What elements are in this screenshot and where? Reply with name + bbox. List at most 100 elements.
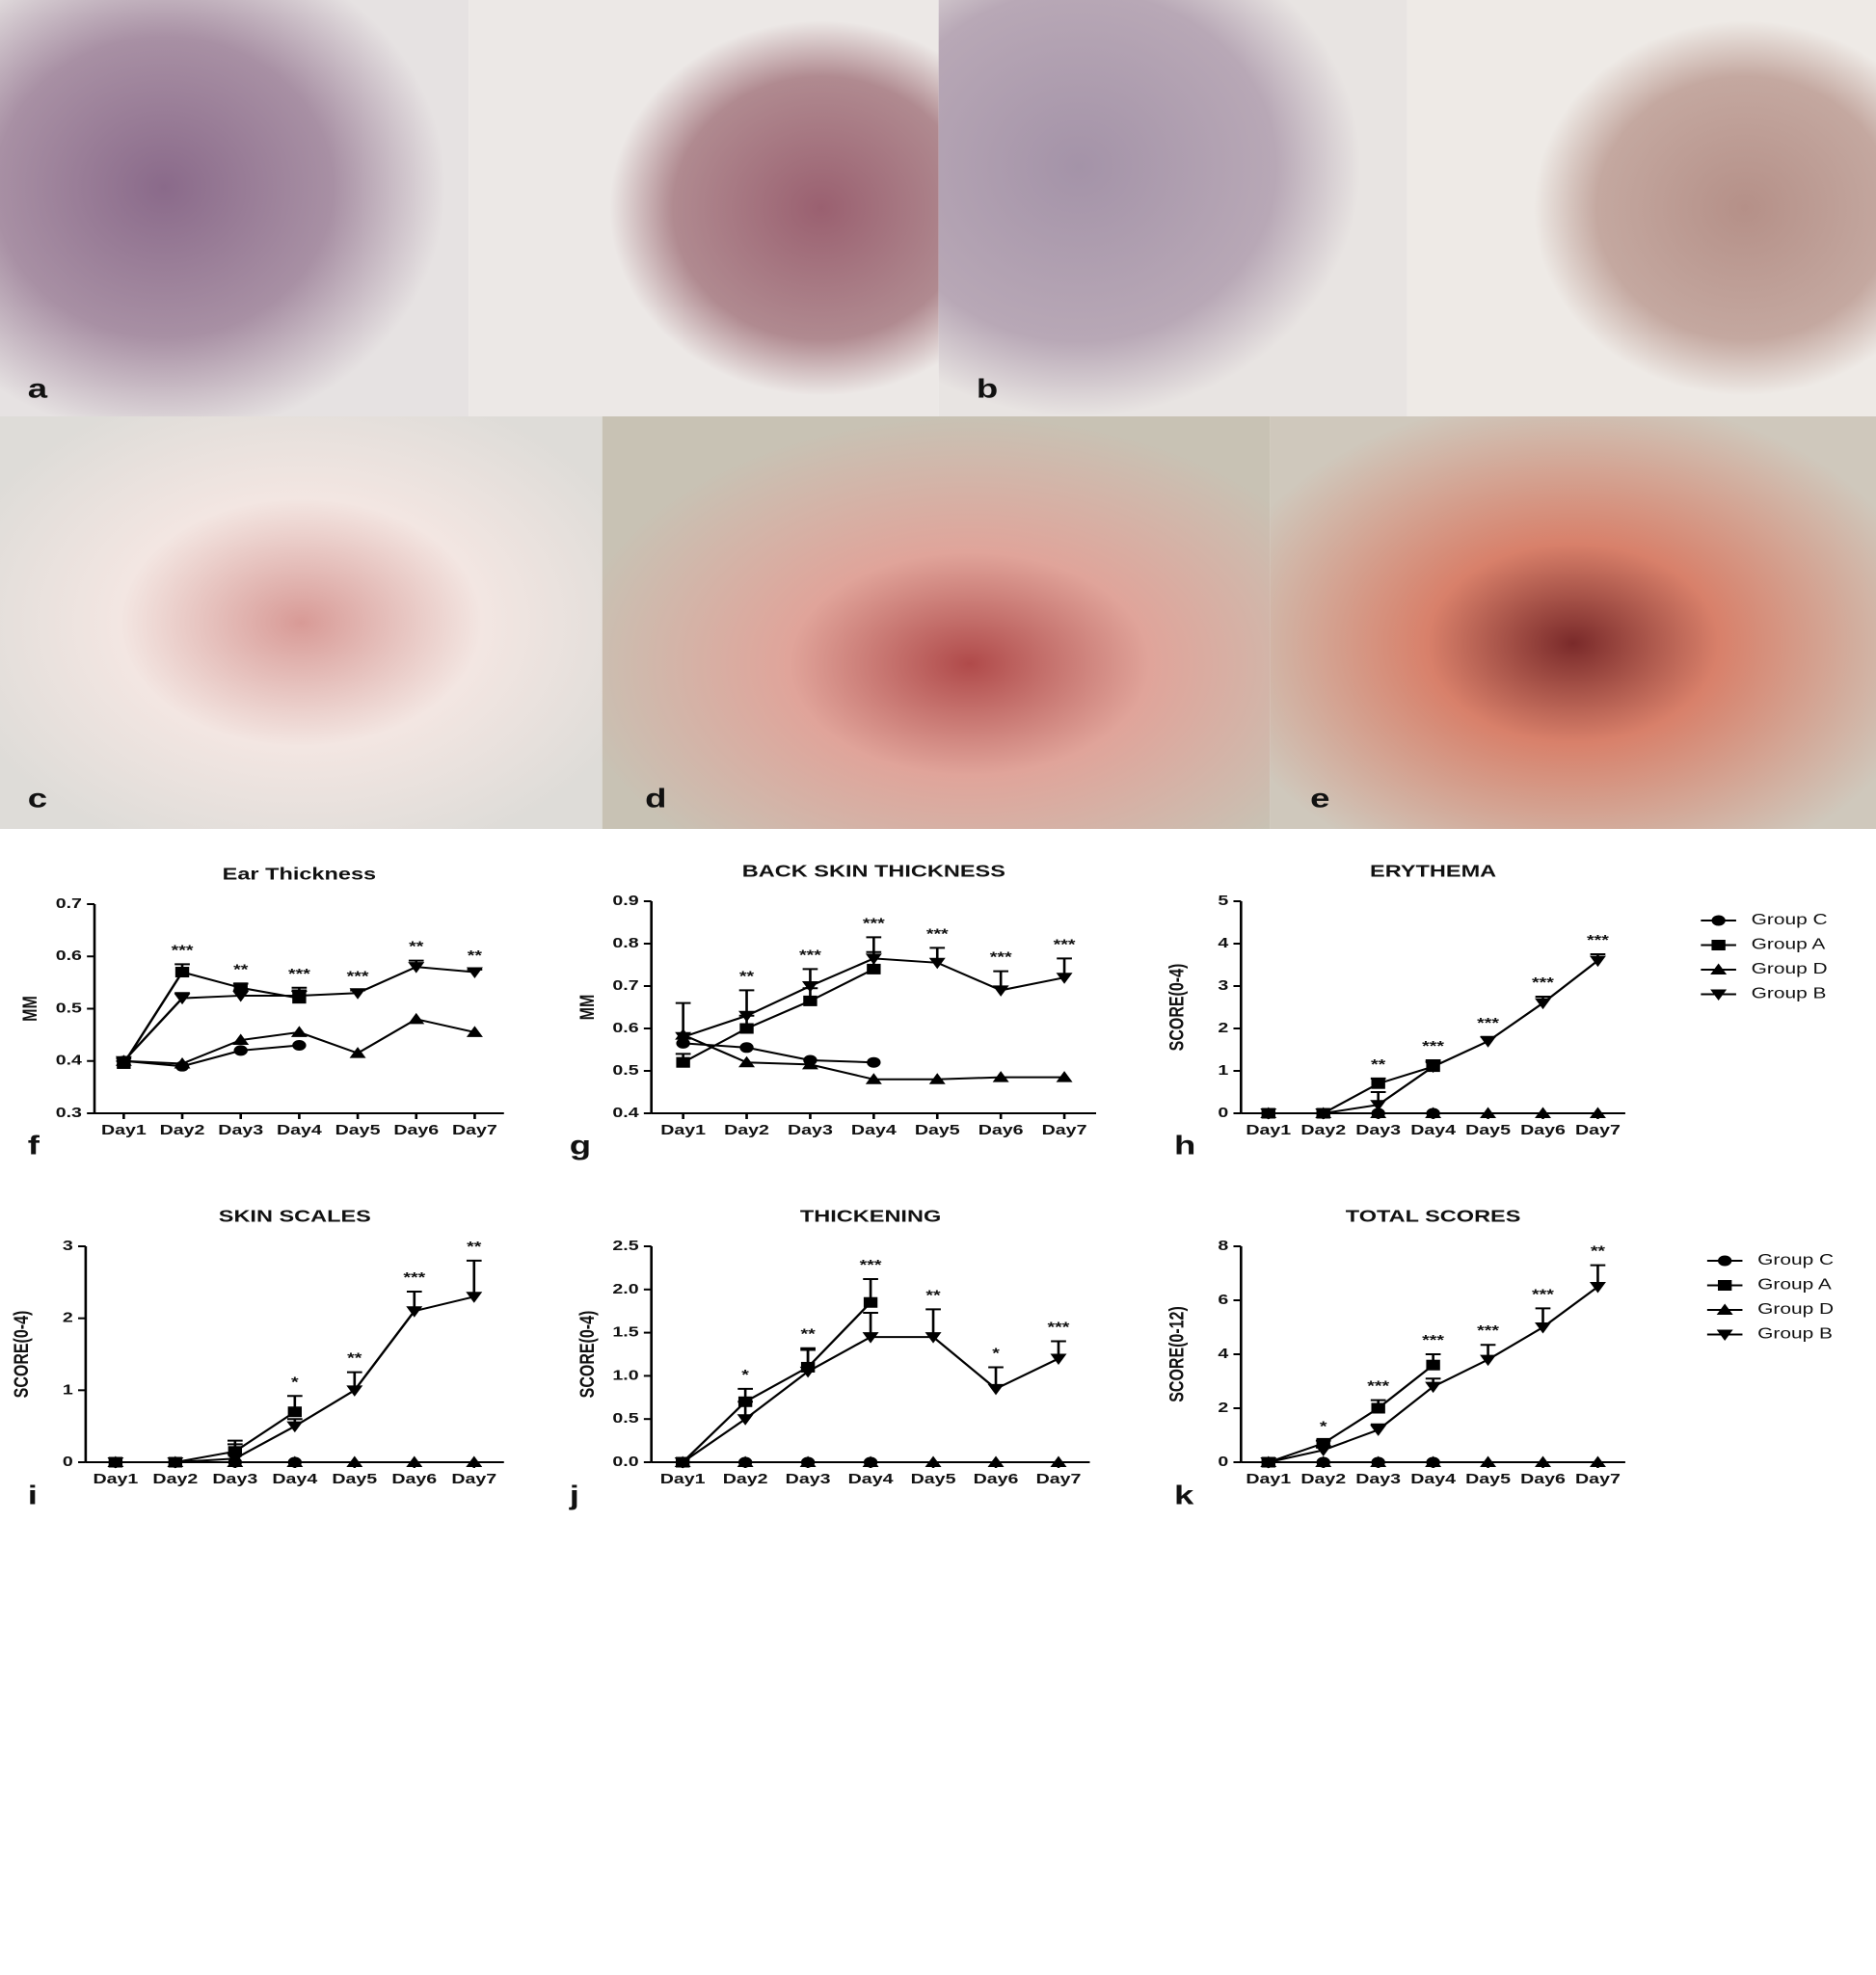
marker [738,1010,756,1023]
photo-label: b [977,373,998,403]
marker [1056,973,1073,984]
y-axis-label: SCORE(0-12) [1165,1306,1188,1402]
y-tick-label: 0.5 [56,1000,83,1016]
marker [1716,1329,1733,1341]
y-tick-label: 0.5 [612,1061,639,1078]
x-tick-label: Day4 [277,1121,322,1137]
y-tick-label: 0.4 [612,1104,639,1120]
marker [1425,1455,1442,1467]
significance: *** [1477,1014,1499,1030]
photo-d [602,416,1271,829]
legend-label: Group C [1752,911,1828,928]
significance: *** [1048,1319,1070,1335]
significance: *** [288,965,310,981]
x-tick-label: Day4 [272,1470,317,1486]
significance: ** [468,947,482,963]
panel-label: h [1174,1130,1195,1160]
x-tick-label: Day4 [848,1470,894,1486]
marker [349,1047,366,1058]
legend-label: Group D [1752,960,1828,977]
y-tick-label: 0.6 [612,1019,639,1035]
marker [867,963,881,974]
y-tick-label: 2 [63,1309,73,1325]
marker [928,1073,946,1084]
chart-title: Ear Thickness [223,865,376,884]
marker [466,967,483,979]
marker [928,957,946,970]
photo-label: d [645,783,666,813]
y-tick-label: 0 [1218,1453,1228,1469]
series-line [1268,1286,1599,1463]
significance: ** [467,1238,481,1254]
series-line [682,968,875,1064]
photo-a-left [0,0,469,416]
x-tick-label: Day7 [1036,1470,1082,1486]
panel-label: i [28,1480,38,1509]
y-tick-label: 0.7 [612,976,638,993]
marker [863,1296,878,1308]
y-tick-label: 0.3 [56,1104,83,1120]
marker [290,990,308,1002]
legend-label: Group D [1757,1300,1834,1318]
panel-label: j [569,1480,579,1509]
marker [737,1414,754,1426]
marker [862,1332,879,1344]
marker [1710,963,1728,974]
series-line [122,971,300,1064]
marker [992,1071,1009,1082]
y-tick-label: 0 [63,1453,73,1469]
photo-label: c [28,783,47,813]
marker [466,1455,483,1467]
series-line [682,1301,872,1463]
marker [167,1457,184,1469]
y-tick-label: 0.0 [612,1453,638,1469]
chart-title: SKIN SCALES [219,1207,371,1226]
significance: *** [863,915,885,931]
marker [232,1033,250,1046]
marker [1480,1036,1497,1048]
y-tick-label: 1.5 [612,1323,639,1340]
marker [1589,955,1606,968]
y-tick-label: 0 [1218,1104,1228,1120]
significance: *** [1422,1037,1444,1054]
marker [739,1023,754,1034]
legend-label: Group A [1757,1275,1832,1293]
x-tick-label: Day6 [1520,1470,1566,1486]
significance: * [992,1345,1000,1361]
x-tick-label: Day3 [788,1121,833,1137]
marker [1370,1455,1387,1467]
significance: * [291,1374,299,1390]
y-tick-label: 1 [1218,1061,1228,1078]
marker [1315,1455,1332,1467]
photo-label: a [28,373,48,403]
series-line [123,1044,300,1068]
marker [1711,915,1726,926]
photo-e [1270,416,1876,829]
significance: *** [799,947,821,963]
series-line [1268,1364,1434,1463]
marker [987,1383,1005,1396]
x-tick-label: Day6 [978,1121,1024,1137]
significance: *** [1532,974,1554,990]
x-tick-label: Day3 [786,1470,831,1486]
marker [674,1457,691,1469]
x-tick-label: Day1 [1246,1470,1291,1486]
marker [1535,1322,1552,1334]
marker [1480,1455,1497,1467]
y-axis-label: SCORE(0-4) [1165,964,1188,1052]
marker [865,953,882,965]
marker [1425,1381,1442,1394]
x-tick-label: Day2 [152,1470,198,1486]
marker [676,1037,690,1049]
marker [1371,1402,1385,1414]
y-tick-label: 3 [1218,976,1228,993]
y-tick-label: 1 [63,1381,73,1398]
marker [346,1455,363,1467]
significance: *** [1532,1286,1554,1302]
marker [1716,1303,1733,1315]
x-tick-label: Day1 [1246,1121,1291,1137]
marker [675,1031,692,1044]
marker [233,1045,248,1056]
significance: * [1320,1418,1327,1434]
